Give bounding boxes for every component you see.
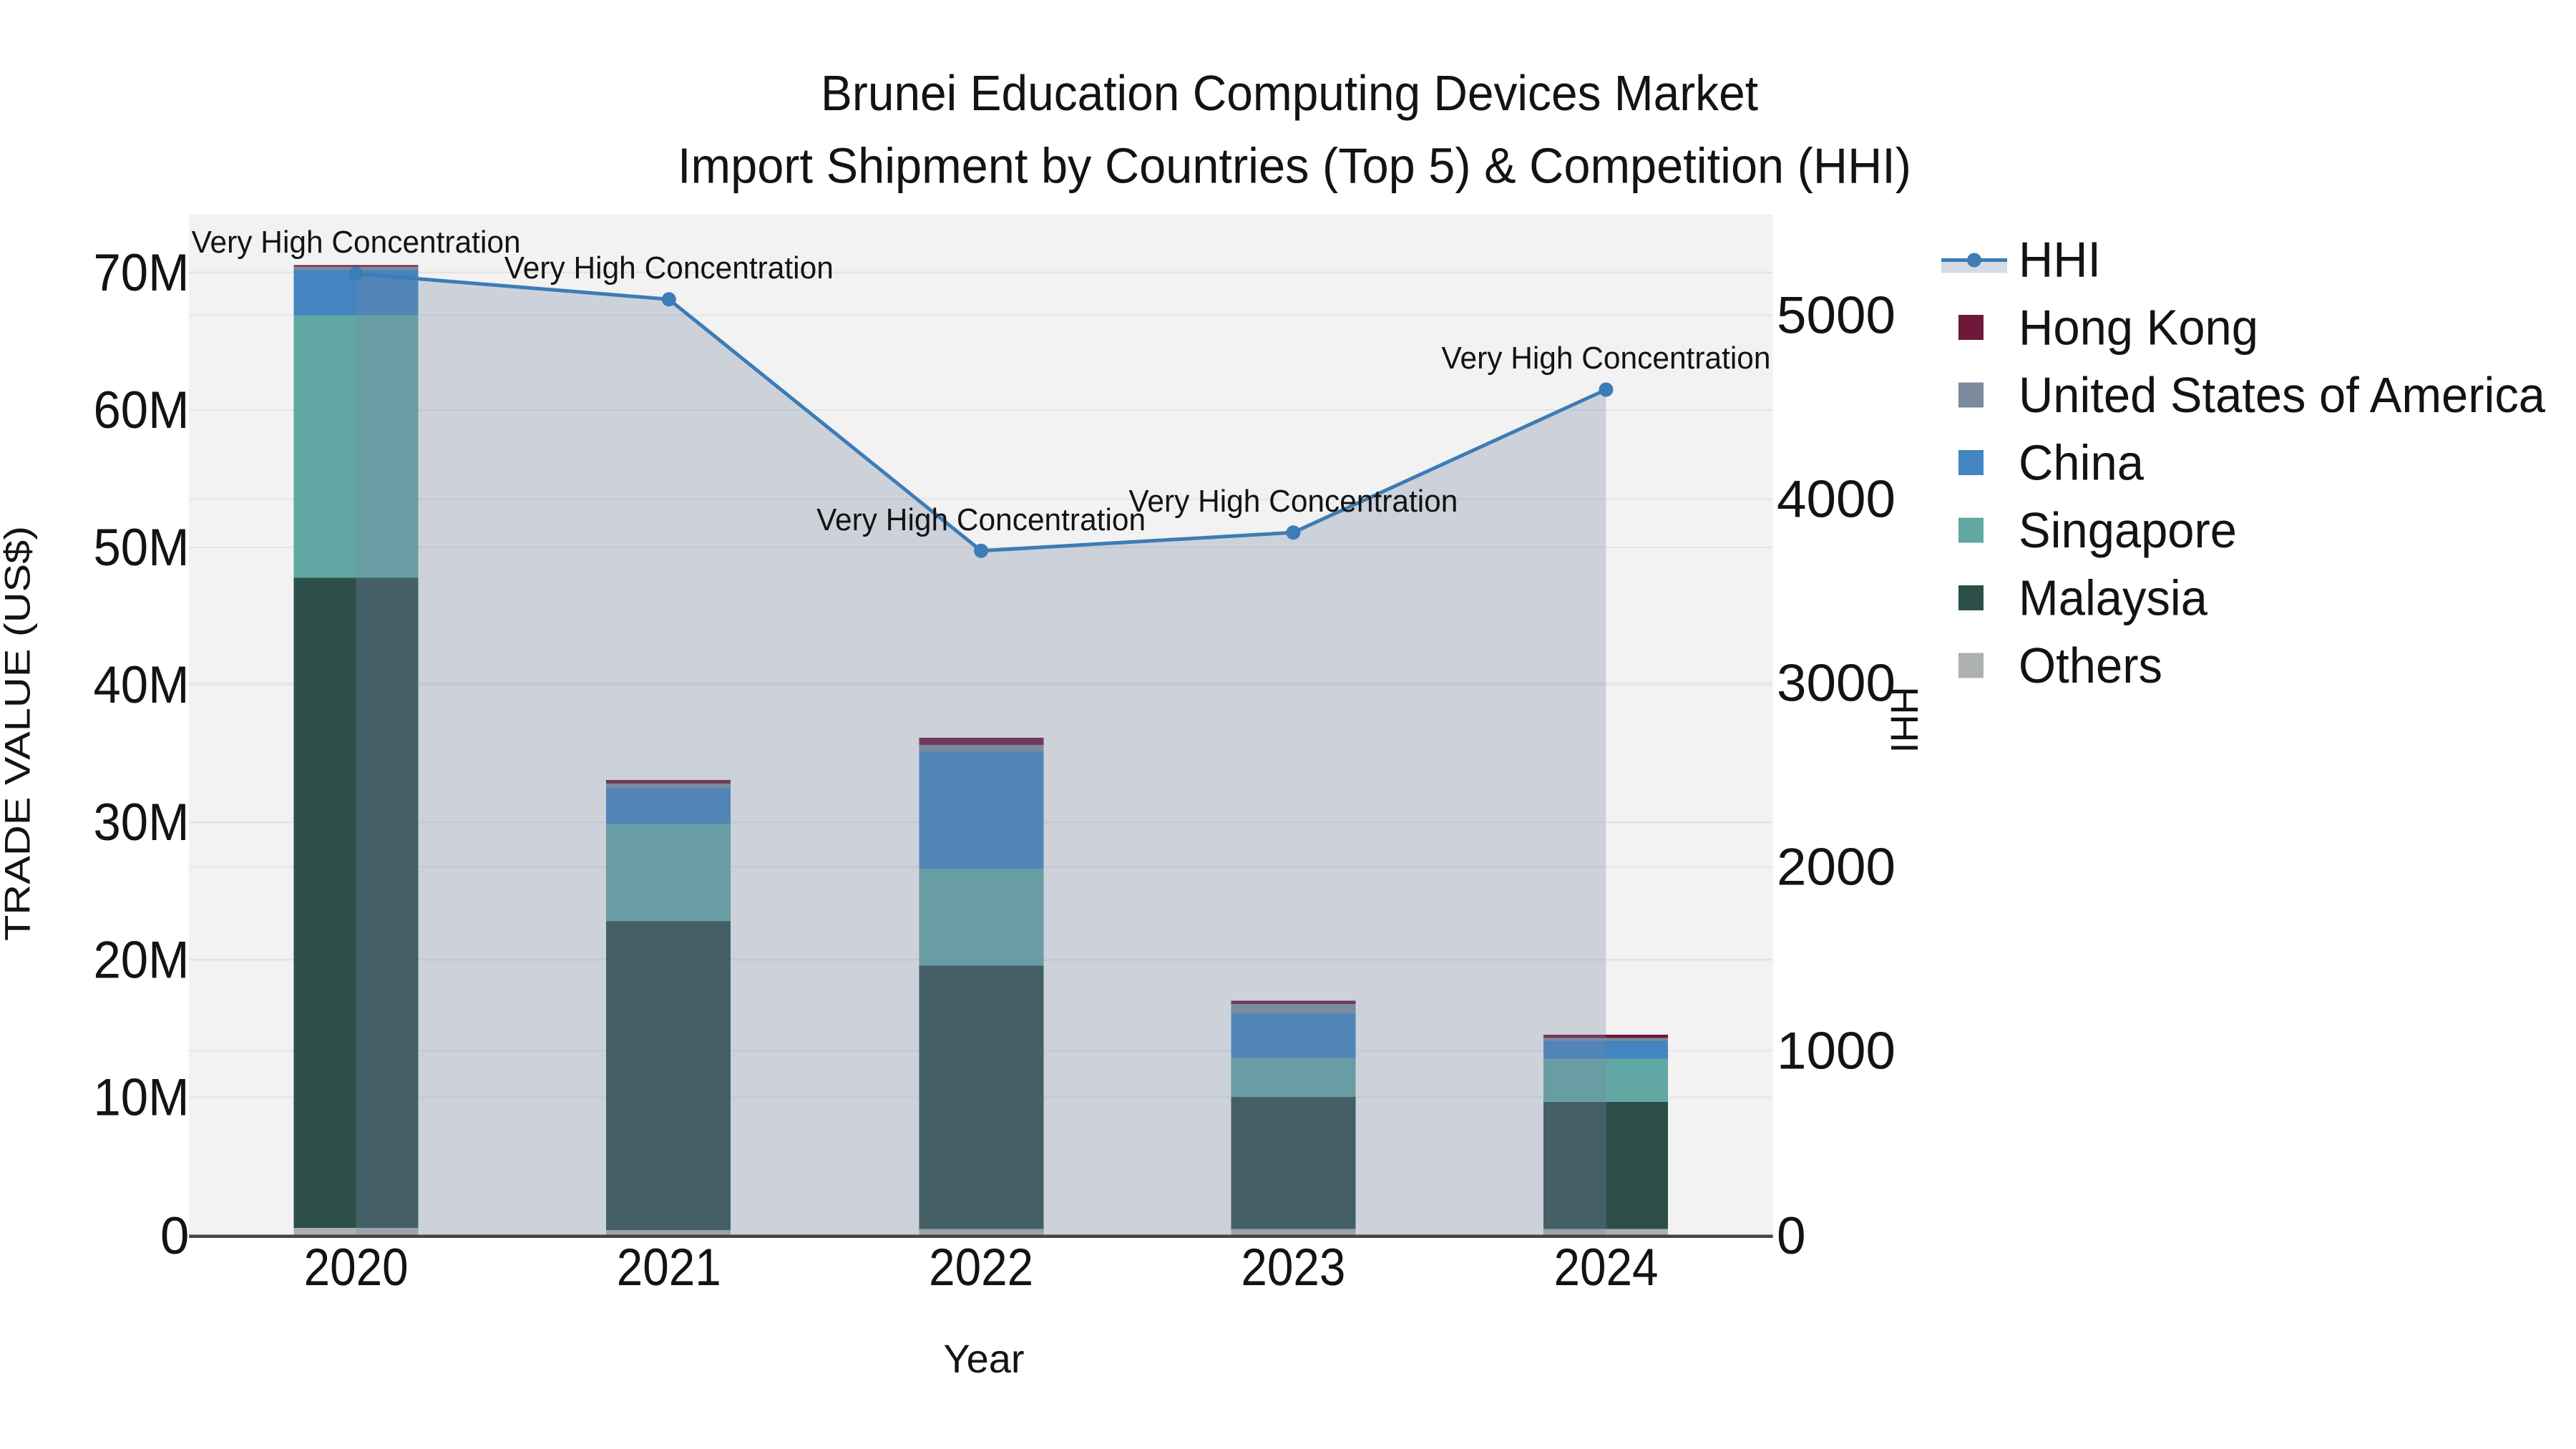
svg-text:Singapore: Singapore [2019, 502, 2237, 558]
svg-text:10M: 10M [94, 1068, 190, 1126]
svg-text:60M: 60M [94, 381, 190, 439]
svg-text:1000: 1000 [1777, 1023, 1896, 1080]
svg-text:30M: 30M [94, 794, 190, 852]
svg-text:2024: 2024 [1554, 1239, 1659, 1297]
svg-text:Others: Others [2019, 638, 2162, 693]
svg-text:20M: 20M [94, 931, 190, 989]
svg-text:2021: 2021 [617, 1239, 721, 1297]
svg-text:0: 0 [1777, 1207, 1806, 1265]
svg-text:50M: 50M [94, 519, 190, 577]
svg-text:0: 0 [160, 1207, 190, 1265]
svg-text:United States of America: United States of America [2019, 367, 2545, 423]
svg-text:Very High Concentration: Very High Concentration [1442, 341, 1771, 376]
svg-text:Very High Concentration: Very High Concentration [816, 502, 1146, 537]
svg-text:3000: 3000 [1777, 655, 1896, 713]
svg-text:HHI: HHI [1883, 687, 1926, 753]
svg-text:HHI: HHI [2019, 232, 2101, 288]
svg-text:Very High Concentration: Very High Concentration [192, 225, 521, 260]
svg-text:Import Shipment by Countries (: Import Shipment by Countries (Top 5) & C… [678, 138, 1911, 194]
svg-text:4000: 4000 [1777, 471, 1896, 529]
svg-text:Year: Year [943, 1336, 1024, 1381]
svg-text:2023: 2023 [1241, 1239, 1345, 1297]
svg-text:40M: 40M [94, 656, 190, 714]
svg-text:2020: 2020 [304, 1239, 409, 1297]
svg-text:Malaysia: Malaysia [2019, 570, 2207, 626]
svg-text:Very High Concentration: Very High Concentration [1128, 484, 1458, 519]
svg-text:2000: 2000 [1777, 839, 1896, 897]
svg-text:China: China [2019, 435, 2144, 491]
svg-text:2022: 2022 [929, 1239, 1033, 1297]
svg-text:Brunei Education Computing Dev: Brunei Education Computing Devices Marke… [821, 65, 1758, 121]
svg-text:Hong Kong: Hong Kong [2019, 300, 2258, 356]
svg-text:5000: 5000 [1777, 287, 1896, 345]
svg-text:Very High Concentration: Very High Concentration [504, 250, 834, 286]
svg-text:TRADE VALUE (US$): TRADE VALUE (US$) [0, 526, 38, 941]
svg-text:70M: 70M [94, 244, 190, 302]
